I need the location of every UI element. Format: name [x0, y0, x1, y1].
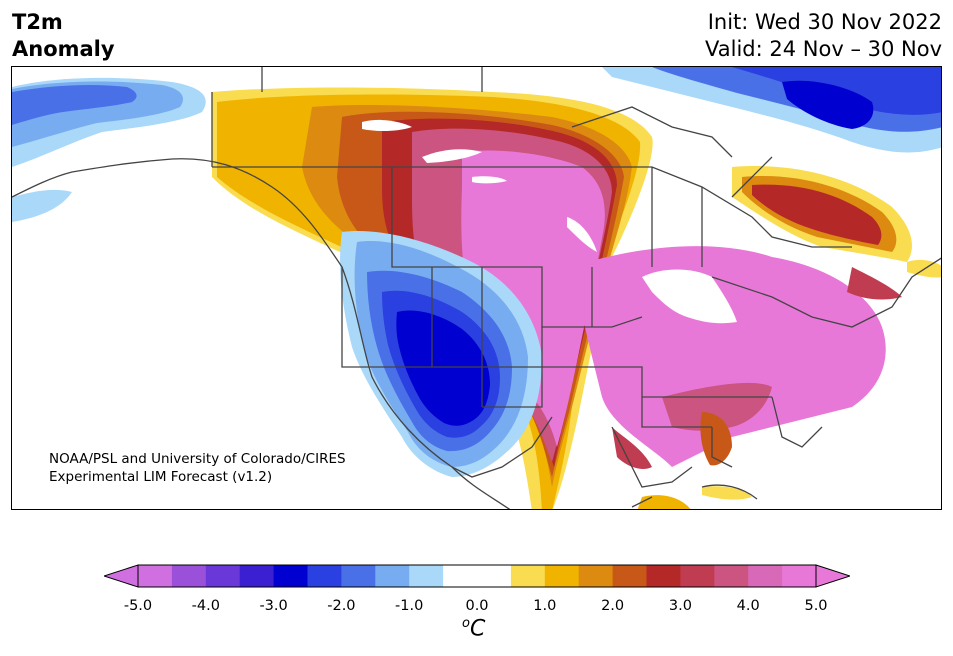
colorbar-tick-label: 4.0 [736, 598, 760, 614]
colorbar-bin [375, 565, 410, 587]
colorbar-bin [341, 565, 376, 587]
forecast-dates: Init: Wed 30 Nov 2022 Valid: 24 Nov – 30… [705, 9, 942, 63]
colorbar-extend-high [815, 564, 850, 588]
borders [12, 67, 941, 509]
init-date: Init: Wed 30 Nov 2022 [707, 10, 942, 34]
valid-dates: Valid: 24 Nov – 30 Nov [705, 37, 942, 61]
colorbar-bin [205, 565, 241, 587]
colorbar-bin [782, 565, 817, 587]
title-line-2: Anomaly [12, 37, 115, 61]
units-celsius: C [469, 616, 486, 642]
colorbar-bin [714, 565, 749, 587]
credit-line-1: NOAA/PSL and University of Colorado/CIRE… [49, 451, 346, 467]
colorbar-bin [646, 565, 681, 587]
colorbar-bin [171, 565, 207, 587]
colorbar-bin [443, 565, 478, 587]
colorbar-tick-label: 2.0 [601, 598, 625, 614]
colorbar-tick-label: -1.0 [395, 598, 424, 614]
colorbar-bin [544, 565, 580, 587]
colorbar-bin [307, 565, 342, 587]
colorbar-bin [239, 565, 275, 587]
units-degree: o [462, 616, 470, 631]
colorbar-tick-label: 0.0 [465, 598, 489, 614]
colorbar-tick-label: -3.0 [259, 598, 288, 614]
colorbar-tick-label: 1.0 [533, 598, 557, 614]
map-title: T2m Anomaly [12, 9, 115, 63]
credit-line-2: Experimental LIM Forecast (v1.2) [49, 469, 273, 485]
title-line-1: T2m [12, 10, 63, 34]
credit-text: NOAA/PSL and University of Colorado/CIRE… [49, 450, 346, 486]
colorbar-tick-label: -2.0 [327, 598, 356, 614]
colorbar-bin [510, 565, 546, 587]
map-panel [11, 66, 942, 510]
colorbar-bin [748, 565, 783, 587]
cold-anomaly-baffin [602, 67, 941, 153]
colorbar-tick-label: 5.0 [804, 598, 828, 614]
colorbar-bin [273, 565, 308, 587]
anomaly-map [12, 67, 941, 509]
colorbar-tick-label: 3.0 [668, 598, 692, 614]
colorbar-bin [578, 565, 614, 587]
colorbar-outline [137, 564, 817, 588]
lakes [362, 119, 737, 324]
cold-anomaly-alaska [12, 77, 206, 222]
colorbar [104, 564, 850, 588]
warm-anomaly-east [572, 166, 912, 469]
colorbar-bin [477, 565, 512, 587]
colorbar-bin [138, 565, 173, 587]
colorbar-bin [409, 565, 444, 587]
colorbar-extend-low [104, 564, 139, 588]
colorbar-tick-label: -4.0 [191, 598, 220, 614]
colorbar-bin [612, 565, 647, 587]
colorbar-bin [680, 565, 715, 587]
colorbar-units: oC [462, 616, 485, 641]
cold-anomaly-southwest [340, 231, 542, 477]
colorbar-tick-label: -5.0 [123, 598, 153, 614]
